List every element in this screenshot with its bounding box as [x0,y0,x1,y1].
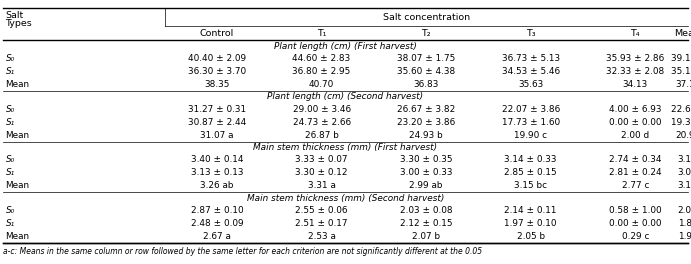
Text: 1.92: 1.92 [678,232,691,241]
Text: 2.05 b: 2.05 b [517,232,545,241]
Text: 17.73 ± 1.60: 17.73 ± 1.60 [502,118,560,127]
Text: 3.40 ± 0.14: 3.40 ± 0.14 [191,155,243,164]
Text: T₃: T₃ [526,29,536,38]
Text: 2.55 ± 0.06: 2.55 ± 0.06 [295,206,348,215]
Text: S₀: S₀ [6,105,15,114]
Text: 1.97 ± 0.10: 1.97 ± 0.10 [504,219,557,228]
Text: Control: Control [200,29,234,38]
Text: a-c: Means in the same column or row followed by the same letter for each criter: a-c: Means in the same column or row fol… [3,247,482,256]
Text: 3.18: 3.18 [678,155,691,164]
Text: 3.31 a: 3.31 a [307,181,336,190]
Text: Mean: Mean [6,80,30,89]
Text: S₀: S₀ [6,54,15,63]
Text: 4.00 ± 6.93: 4.00 ± 6.93 [609,105,661,114]
Text: Plant length (cm) (Second harvest): Plant length (cm) (Second harvest) [267,92,424,101]
Text: 3.14 ± 0.33: 3.14 ± 0.33 [504,155,557,164]
Text: S₁: S₁ [6,168,15,177]
Text: 36.80 ± 2.95: 36.80 ± 2.95 [292,67,351,76]
Text: Salt concentration: Salt concentration [383,13,470,22]
Text: 3.26 ab: 3.26 ab [200,181,234,190]
Text: T₄: T₄ [630,29,640,38]
Text: 2.74 ± 0.34: 2.74 ± 0.34 [609,155,661,164]
Text: 3.00 ± 0.33: 3.00 ± 0.33 [400,168,453,177]
Text: 3.33 ± 0.07: 3.33 ± 0.07 [295,155,348,164]
Text: T₁: T₁ [317,29,326,38]
Text: 32.33 ± 2.08: 32.33 ± 2.08 [606,67,664,76]
Text: 3.30 ± 0.35: 3.30 ± 0.35 [400,155,453,164]
Text: 2.48 ± 0.09: 2.48 ± 0.09 [191,219,243,228]
Text: 36.83: 36.83 [413,80,439,89]
Text: 2.81 ± 0.24: 2.81 ± 0.24 [609,168,661,177]
Text: 2.03 ± 0.08: 2.03 ± 0.08 [400,206,453,215]
Text: 38.35: 38.35 [205,80,229,89]
Text: 2.00 d: 2.00 d [621,131,650,140]
Text: 44.60 ± 2.83: 44.60 ± 2.83 [292,54,351,63]
Text: Main stem thickness (mm) (Second harvest): Main stem thickness (mm) (Second harvest… [247,194,444,203]
Text: 2.53 a: 2.53 a [307,232,336,241]
Text: 3.30 ± 0.12: 3.30 ± 0.12 [295,168,348,177]
Text: Salt: Salt [6,11,23,20]
Text: Mean: Mean [6,131,30,140]
Text: 2.87 ± 0.10: 2.87 ± 0.10 [191,206,243,215]
Text: 19.90 c: 19.90 c [514,131,547,140]
Text: 24.93 b: 24.93 b [409,131,443,140]
Text: 36.73 ± 5.13: 36.73 ± 5.13 [502,54,560,63]
Text: 2.85 ± 0.15: 2.85 ± 0.15 [504,168,557,177]
Text: 2.51 ± 0.17: 2.51 ± 0.17 [295,219,348,228]
Text: 0.00 ± 0.00: 0.00 ± 0.00 [609,219,661,228]
Text: 2.99 ab: 2.99 ab [409,181,443,190]
Text: 3.02: 3.02 [678,168,691,177]
Text: 40.70: 40.70 [309,80,334,89]
Text: Types: Types [6,19,32,28]
Text: S₁: S₁ [6,118,15,127]
Text: 0.00 ± 0.00: 0.00 ± 0.00 [609,118,661,127]
Text: 2.07 b: 2.07 b [412,232,440,241]
Text: 35.63: 35.63 [518,80,543,89]
Text: 1.81: 1.81 [678,219,691,228]
Text: S₁: S₁ [6,219,15,228]
Text: 31.07 a: 31.07 a [200,131,234,140]
Text: 26.67 ± 3.82: 26.67 ± 3.82 [397,105,455,114]
Text: 30.87 ± 2.44: 30.87 ± 2.44 [188,118,246,127]
Text: 0.29 c: 0.29 c [622,232,649,241]
Text: S₀: S₀ [6,155,15,164]
Text: 34.13: 34.13 [623,80,648,89]
Text: 2.14 ± 0.11: 2.14 ± 0.11 [504,206,557,215]
Text: 34.53 ± 5.46: 34.53 ± 5.46 [502,67,560,76]
Text: 22.60 a: 22.60 a [671,105,691,114]
Text: 3.15 bc: 3.15 bc [514,181,547,190]
Text: 20.95: 20.95 [675,131,691,140]
Text: 2.67 a: 2.67 a [203,232,231,241]
Text: Main stem thickness (mm) (First harvest): Main stem thickness (mm) (First harvest) [254,143,437,152]
Text: 22.07 ± 3.86: 22.07 ± 3.86 [502,105,560,114]
Text: Mean: Mean [6,181,30,190]
Text: 3.10: 3.10 [678,181,691,190]
Text: 2.12 ± 0.15: 2.12 ± 0.15 [400,219,453,228]
Text: 36.30 ± 3.70: 36.30 ± 3.70 [188,67,246,76]
Text: 31.27 ± 0.31: 31.27 ± 0.31 [188,105,246,114]
Text: 37.13: 37.13 [675,80,691,89]
Text: 24.73 ± 2.66: 24.73 ± 2.66 [292,118,350,127]
Text: 29.00 ± 3.46: 29.00 ± 3.46 [292,105,350,114]
Text: 2.77 c: 2.77 c [622,181,649,190]
Text: 35.11 b: 35.11 b [671,67,691,76]
Text: 40.40 ± 2.09: 40.40 ± 2.09 [188,54,246,63]
Text: 35.60 ± 4.38: 35.60 ± 4.38 [397,67,455,76]
Text: 23.20 ± 3.86: 23.20 ± 3.86 [397,118,455,127]
Text: 3.13 ± 0.13: 3.13 ± 0.13 [191,168,243,177]
Text: 0.58 ± 1.00: 0.58 ± 1.00 [609,206,661,215]
Text: S₁: S₁ [6,67,15,76]
Text: 19.31 b: 19.31 b [671,118,691,127]
Text: S₀: S₀ [6,206,15,215]
Text: 39.15 a: 39.15 a [671,54,691,63]
Text: Plant length (cm) (First harvest): Plant length (cm) (First harvest) [274,42,417,51]
Text: Mean: Mean [674,29,691,38]
Text: 38.07 ± 1.75: 38.07 ± 1.75 [397,54,455,63]
Text: 26.87 b: 26.87 b [305,131,339,140]
Text: T₂: T₂ [422,29,431,38]
Text: 2.03: 2.03 [678,206,691,215]
Text: Mean: Mean [6,232,30,241]
Text: 35.93 ± 2.86: 35.93 ± 2.86 [606,54,664,63]
